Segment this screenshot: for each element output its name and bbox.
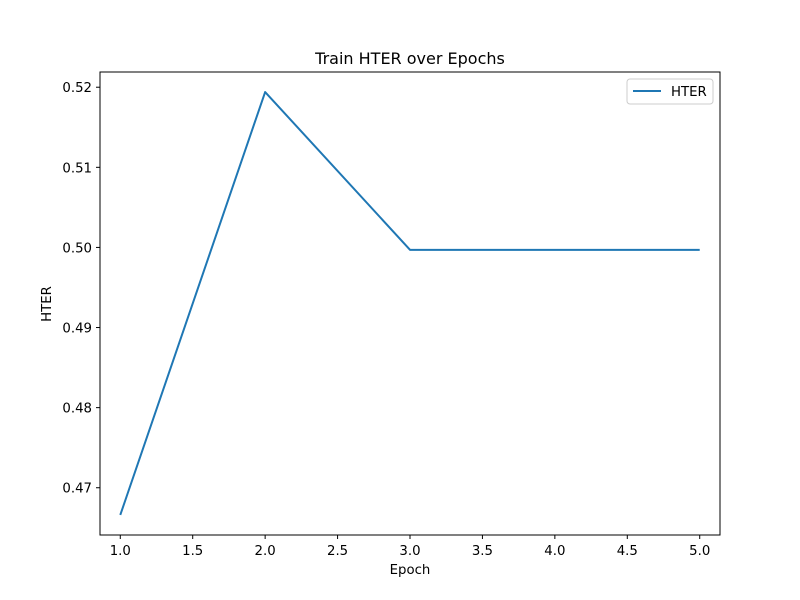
y-tick-label: 0.50 bbox=[62, 241, 92, 256]
x-tick-label: 3.5 bbox=[472, 544, 493, 559]
x-tick-label: 1.0 bbox=[110, 544, 131, 559]
x-tick-label: 4.0 bbox=[544, 544, 565, 559]
y-tick-label: 0.52 bbox=[62, 81, 92, 96]
y-tick-label: 0.48 bbox=[62, 402, 92, 417]
chart-title: Train HTER over Epochs bbox=[314, 49, 505, 68]
legend: HTER bbox=[626, 78, 714, 105]
series-layer bbox=[119, 91, 700, 516]
y-tick-label: 0.51 bbox=[62, 161, 92, 176]
legend-label-hter: HTER bbox=[671, 85, 707, 100]
y-axis-label: HTER bbox=[40, 286, 55, 322]
series-line-hter bbox=[119, 91, 700, 516]
legend-box bbox=[626, 78, 714, 105]
x-tick-label: 4.5 bbox=[617, 544, 638, 559]
y-tick-label: 0.47 bbox=[62, 482, 92, 497]
x-tick-label: 5.0 bbox=[689, 544, 710, 559]
x-tick-label: 1.5 bbox=[182, 544, 203, 559]
x-tick-label: 2.0 bbox=[255, 544, 276, 559]
x-tick-label: 2.5 bbox=[327, 544, 348, 559]
x-tick-label: 3.0 bbox=[399, 544, 420, 559]
y-tick-label: 0.49 bbox=[62, 322, 92, 337]
x-axis-label: Epoch bbox=[390, 563, 431, 578]
y-axis-ticks: 0.47 0.48 0.49 0.50 0.51 0.52 bbox=[62, 81, 100, 497]
x-axis-ticks: 1.0 1.5 2.0 2.5 3.0 3.5 4.0 4.5 5.0 bbox=[110, 535, 710, 559]
